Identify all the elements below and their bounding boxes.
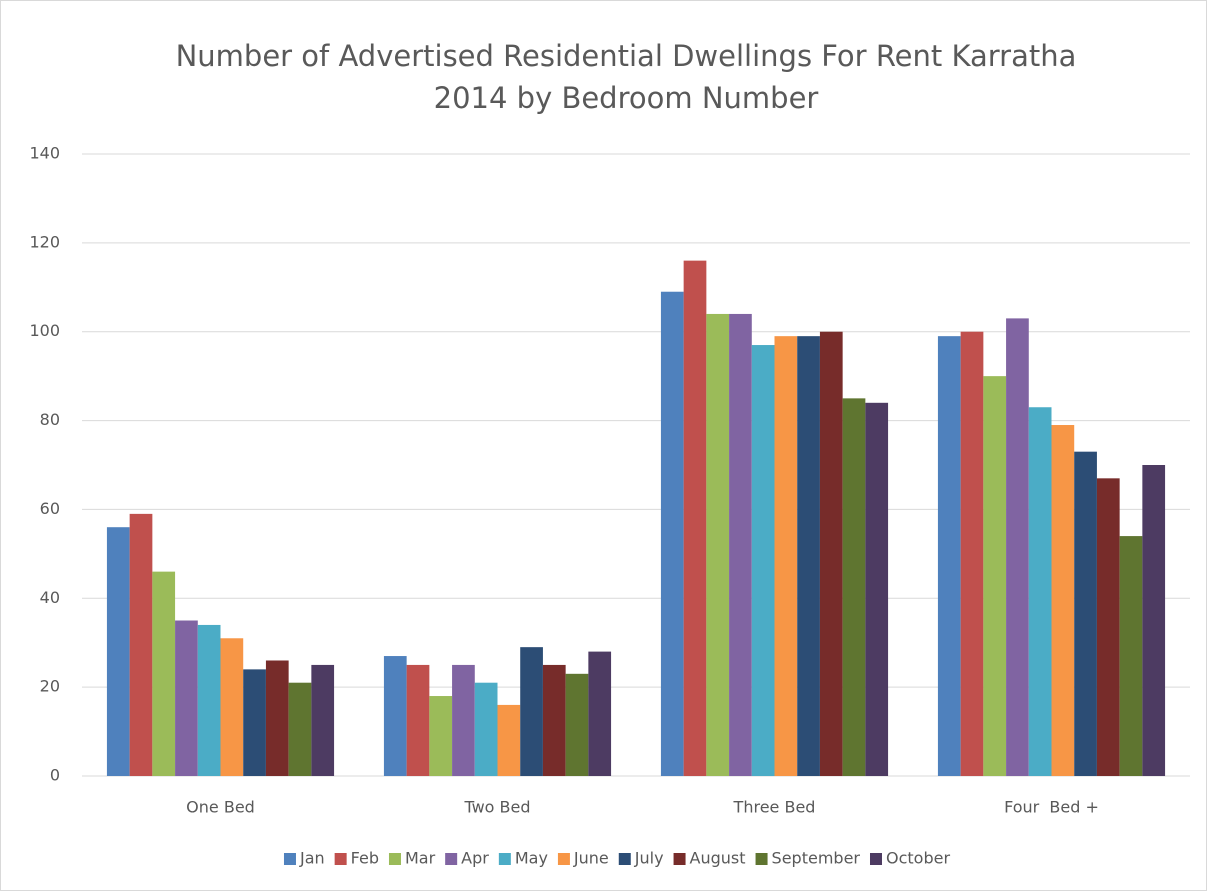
bar (983, 376, 1007, 776)
bar (706, 313, 730, 776)
bar (729, 313, 752, 776)
legend-swatch (334, 853, 347, 865)
bar (565, 673, 589, 776)
legend-swatch (445, 853, 458, 865)
x-tick-label: Three Bed (733, 798, 816, 817)
bar (520, 647, 543, 776)
bar (1006, 318, 1029, 776)
bar (542, 664, 566, 776)
bar (175, 620, 198, 776)
bar (660, 291, 684, 776)
y-tick-label: 120 (29, 232, 60, 251)
legend-label: September (772, 849, 861, 868)
bar (152, 571, 176, 776)
bar (106, 527, 130, 776)
legend-swatch (869, 853, 882, 865)
bar (683, 260, 707, 777)
legend-label: Jan (299, 849, 325, 868)
y-tick-label: 40 (40, 588, 60, 607)
chart-title: 2014 by Bedroom Number (434, 81, 819, 115)
legend-swatch (283, 853, 296, 865)
bar (1028, 407, 1052, 776)
bar (220, 638, 244, 776)
bar (474, 682, 498, 776)
bar (819, 331, 843, 776)
y-tick-label: 60 (40, 499, 60, 518)
bar (129, 513, 153, 776)
bar (383, 656, 407, 776)
legend-swatch (388, 853, 401, 865)
legend-swatch (755, 853, 768, 865)
x-tick-label: One Bed (186, 798, 255, 817)
chart-title: Number of Advertised Residential Dwellin… (176, 39, 1077, 73)
bar (265, 660, 289, 776)
bar (751, 345, 775, 776)
legend-label: October (886, 849, 950, 868)
bar (497, 704, 521, 776)
bar (797, 336, 820, 776)
bar (197, 624, 221, 776)
bar (960, 331, 984, 776)
y-tick-label: 100 (29, 321, 60, 340)
legend-label: June (573, 849, 609, 868)
legend-swatch (557, 853, 570, 865)
bar (937, 336, 961, 776)
bar (774, 336, 798, 776)
bar (288, 682, 312, 776)
legend-label: May (515, 849, 548, 868)
legend-label: Feb (351, 849, 379, 868)
x-tick-label: Two Bed (463, 798, 530, 817)
bar (243, 669, 266, 776)
legend-label: Apr (461, 849, 489, 868)
y-tick-label: 80 (40, 410, 60, 429)
bar (452, 664, 475, 776)
bar (311, 664, 335, 776)
legend-label: Mar (405, 849, 436, 868)
legend-swatch (673, 853, 686, 865)
y-tick-label: 20 (40, 677, 60, 696)
bar (1142, 465, 1166, 776)
legend-swatch (618, 853, 631, 865)
y-tick-label: 0 (50, 766, 60, 785)
bar (842, 398, 866, 776)
bar (1119, 536, 1143, 776)
bar (1096, 478, 1120, 776)
bar (1074, 451, 1097, 776)
bar (406, 664, 430, 776)
bar (429, 696, 453, 776)
legend-swatch (498, 853, 511, 865)
x-tick-label: Four Bed + (1004, 798, 1099, 817)
y-tick-label: 140 (29, 144, 60, 163)
legend-label: August (690, 849, 746, 868)
bar (588, 651, 612, 776)
bar (865, 402, 889, 776)
legend-label: July (634, 849, 664, 868)
bar (1051, 425, 1075, 776)
